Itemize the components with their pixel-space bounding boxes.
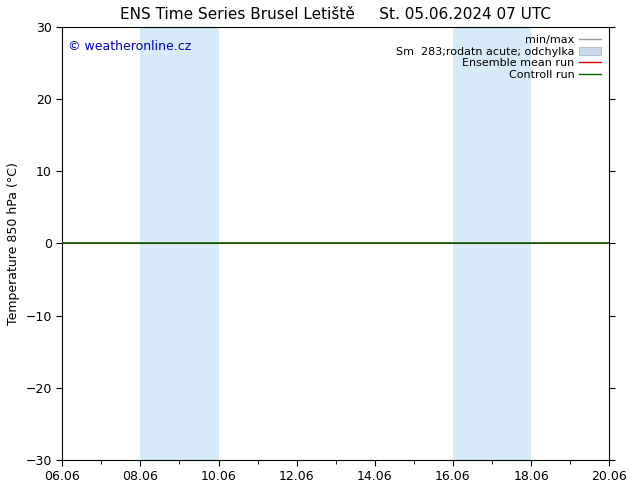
Bar: [453, 27, 531, 460]
Title: ENS Time Series Brusel Letiště     St. 05.06.2024 07 UTC: ENS Time Series Brusel Letiště St. 05.06…: [120, 7, 551, 22]
Text: © weatheronline.cz: © weatheronline.cz: [68, 40, 191, 53]
Bar: [140, 27, 219, 460]
Y-axis label: Temperature 850 hPa (°C): Temperature 850 hPa (°C): [7, 162, 20, 325]
Legend: min/max, Sm  283;rodatn acute; odchylka, Ensemble mean run, Controll run: min/max, Sm 283;rodatn acute; odchylka, …: [394, 33, 604, 82]
